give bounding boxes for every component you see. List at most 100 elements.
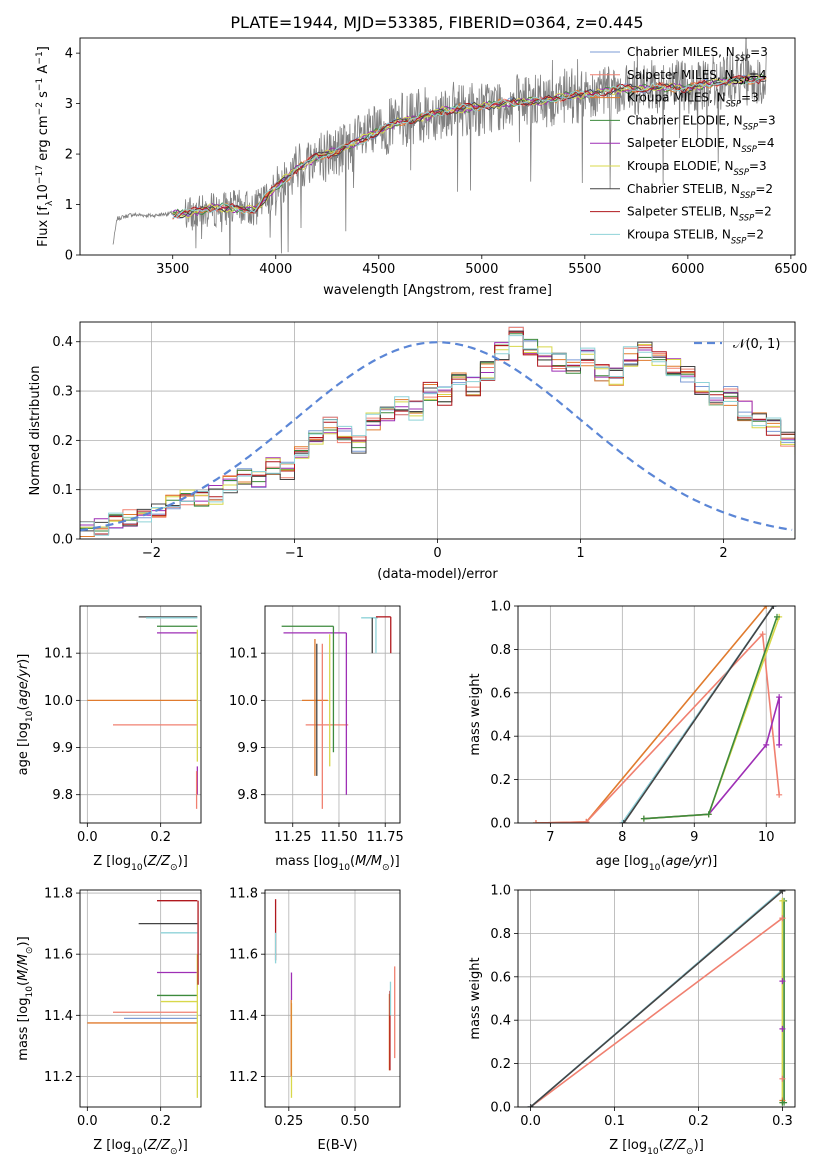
weight-marker-0 bbox=[779, 978, 786, 985]
x-tick-label: 0.0 bbox=[77, 1114, 98, 1129]
x-tick-label: 10 bbox=[758, 830, 775, 845]
normal-reference-curve bbox=[80, 341, 793, 532]
x-tick-label: −1 bbox=[285, 546, 304, 561]
x-tick-label: 0.2 bbox=[150, 830, 171, 845]
axes-frame bbox=[79, 37, 796, 256]
model-line-8 bbox=[172, 75, 767, 219]
age-vs-mass-panel: 11.25 11.50 11.75 9.8 9.9 10.0 10.1 mass [log10… bbox=[229, 605, 404, 873]
y-tick-label: 11.6 bbox=[229, 948, 258, 963]
y-tick-label: 0.8 bbox=[490, 927, 511, 942]
y-tick-label: 11.8 bbox=[44, 887, 73, 902]
y-tick-label: 0.0 bbox=[490, 817, 511, 832]
x-tick-label: 0.2 bbox=[150, 1114, 171, 1129]
mass-vs-metallicity-plot-area bbox=[87, 900, 199, 1098]
y-tick-label: 0.4 bbox=[490, 1014, 511, 1029]
legend-entry: Kroupa STELIB, NSSP=2 bbox=[627, 227, 764, 245]
x-tick-label: 8 bbox=[618, 830, 626, 845]
y-tick-label: 10.1 bbox=[229, 647, 258, 662]
mass-weight-vs-age-panel: 7 8 9 10 0.0 0.2 0.4 0.6 0.8 1.0 age [log10(age/yr… bbox=[468, 600, 796, 873]
axes-frame bbox=[79, 321, 796, 540]
weight-marker bbox=[705, 811, 712, 818]
y-tick-label: 0.3 bbox=[52, 385, 73, 400]
model-line-7 bbox=[172, 75, 767, 219]
x-tick-label: 5500 bbox=[568, 262, 601, 277]
weight-marker bbox=[640, 815, 647, 822]
weight-marker bbox=[583, 818, 590, 823]
x-tick-label: 1 bbox=[576, 546, 584, 561]
x-tick-label: 11.50 bbox=[320, 830, 357, 845]
x-tick-label: 11.75 bbox=[367, 830, 404, 845]
weight-marker bbox=[763, 606, 770, 609]
x-tick-label: 6000 bbox=[671, 262, 704, 277]
x-axis-label: mass [log10(M/M⊙)] bbox=[275, 854, 399, 873]
x-tick-label: 6500 bbox=[774, 262, 807, 277]
legend-entry: Chabrier ELODIE, NSSP=3 bbox=[627, 113, 776, 131]
x-axis-label: wavelength [Angstrom, rest frame] bbox=[323, 283, 552, 298]
y-axis-label: Normed distribution bbox=[28, 366, 43, 496]
legend-entry: 𝒩(0, 1) bbox=[733, 337, 780, 352]
y-tick-label: 9.9 bbox=[52, 741, 73, 756]
spectrum-plot-area bbox=[112, 38, 767, 255]
y-tick-label: 3 bbox=[65, 97, 73, 112]
weight-marker-6 bbox=[779, 1099, 786, 1106]
x-tick-label: 2 bbox=[719, 546, 727, 561]
mass-vs-extinction-plot-area bbox=[274, 899, 396, 1098]
y-axis-label: Flux [fλ10−17 erg cm−2 s−1 A−1] bbox=[35, 46, 55, 247]
y-tick-label: 11.4 bbox=[229, 1009, 258, 1024]
weight-line-7 bbox=[623, 606, 775, 823]
axes-frame bbox=[517, 605, 796, 824]
weight-marker bbox=[779, 890, 786, 895]
y-tick-label: 0.0 bbox=[52, 533, 73, 548]
weight-marker-2 bbox=[779, 1075, 786, 1082]
y-tick-label: 11.8 bbox=[229, 887, 258, 902]
y-axis-label: mass [log10(M/M⊙)] bbox=[16, 936, 35, 1060]
x-tick-label: 4000 bbox=[259, 262, 292, 277]
y-tick-label: 0.0 bbox=[490, 1101, 511, 1116]
x-tick-label: 0.0 bbox=[520, 1114, 541, 1129]
weight-marker bbox=[776, 791, 783, 798]
x-axis-label: Z [log10(Z/Z⊙)] bbox=[93, 1138, 188, 1157]
weight-marker-3 bbox=[779, 897, 786, 904]
x-tick-label: 0.0 bbox=[77, 830, 98, 845]
y-axis-label: age [log10(age/yr)] bbox=[16, 654, 35, 776]
age-vs-metallicity-plot-area bbox=[87, 616, 198, 809]
x-tick-label: 5000 bbox=[465, 262, 498, 277]
weight-marker bbox=[619, 820, 626, 823]
legend-entry: Salpeter ELODIE, NSSP=4 bbox=[627, 136, 775, 154]
legend-entry: Salpeter MILES, NSSP=4 bbox=[627, 68, 767, 86]
axes-frame bbox=[79, 889, 202, 1108]
y-tick-label: 10.0 bbox=[44, 694, 73, 709]
x-tick-label: 4500 bbox=[362, 262, 395, 277]
axes-frame bbox=[517, 889, 796, 1108]
y-tick-label: 0.2 bbox=[490, 1057, 511, 1072]
x-axis-label: Z [log10(Z/Z⊙)] bbox=[609, 1138, 704, 1157]
x-axis-label: Z [log10(Z/Z⊙)] bbox=[93, 854, 188, 873]
model-line-3 bbox=[172, 73, 767, 215]
legend: Chabrier MILES, NSSP=3 Salpeter MILES, NS… bbox=[590, 45, 776, 245]
y-axis-label: mass weight bbox=[468, 957, 483, 1039]
y-tick-label: 11.4 bbox=[44, 1009, 73, 1024]
y-tick-label: 11.2 bbox=[44, 1070, 73, 1085]
x-tick-label: 9 bbox=[690, 830, 698, 845]
weight-marker bbox=[776, 694, 783, 701]
y-tick-label: 0 bbox=[65, 249, 73, 264]
weight-marker bbox=[763, 741, 770, 748]
legend-entry: Salpeter STELIB, NSSP=2 bbox=[627, 205, 772, 223]
age-vs-mass-plot-area bbox=[281, 616, 392, 809]
x-tick-label: 0.25 bbox=[274, 1114, 303, 1129]
y-axis-label: mass weight bbox=[468, 673, 483, 755]
axes-frame bbox=[79, 605, 202, 824]
model-line-5 bbox=[172, 74, 767, 219]
mass-vs-metallicity-panel: 0.0 0.2 11.2 11.4 11.6 11.8 Z [log10(Z/Z⊙)] mas… bbox=[16, 887, 202, 1157]
weight-marker bbox=[527, 1104, 534, 1107]
x-axis-label: age [log10(age/yr)] bbox=[596, 854, 718, 873]
x-tick-label: 0.2 bbox=[688, 1114, 709, 1129]
weight-marker bbox=[776, 741, 783, 748]
x-axis-label: E(B-V) bbox=[317, 1138, 357, 1153]
figure-title: PLATE=1944, MJD=53385, FIBERID=0364, z=0… bbox=[230, 13, 643, 32]
weight-marker-4 bbox=[779, 915, 786, 922]
y-tick-label: 1 bbox=[65, 198, 73, 213]
y-tick-label: 9.8 bbox=[52, 788, 73, 803]
residual-distribution-panel: −2 −1 0 1 2 0.0 0.1 0.2 0.3 0.4 (data-model)/error… bbox=[28, 321, 796, 582]
